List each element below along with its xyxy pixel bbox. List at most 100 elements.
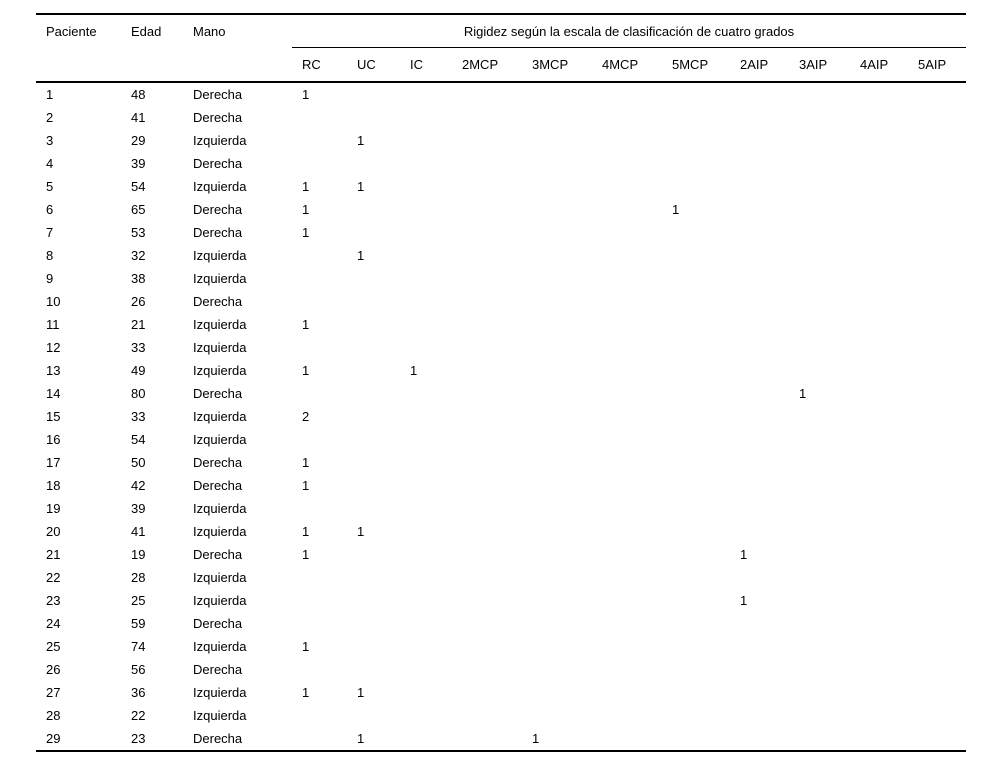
table-cell bbox=[452, 106, 522, 129]
table-cell bbox=[730, 566, 789, 589]
table-cell bbox=[522, 382, 592, 405]
table-cell bbox=[908, 405, 966, 428]
table-cell: 13 bbox=[46, 363, 61, 378]
table-cell bbox=[908, 106, 966, 129]
table-cell bbox=[789, 198, 850, 221]
table-cell bbox=[730, 704, 789, 727]
table-body: 1 48 Derecha 1 2 41 Derecha 3 29 Izquierda 1 4 39 Der… bbox=[36, 82, 966, 751]
table-cell: Derecha bbox=[193, 478, 243, 493]
table-cell: 21 bbox=[46, 547, 61, 562]
patients-rigidity-table: Paciente Edad Mano Rigidez según la esca… bbox=[36, 13, 967, 752]
table-cell bbox=[850, 566, 908, 589]
table-cell bbox=[850, 175, 908, 198]
table-cell: 33 bbox=[131, 409, 146, 424]
table-cell bbox=[592, 612, 662, 635]
table-cell bbox=[908, 175, 966, 198]
table-cell bbox=[789, 152, 850, 175]
table-cell bbox=[789, 428, 850, 451]
table-cell bbox=[789, 727, 850, 751]
table-cell: 27 bbox=[46, 685, 61, 700]
table-cell bbox=[452, 681, 522, 704]
table-cell bbox=[347, 635, 400, 658]
table-cell bbox=[850, 290, 908, 313]
table-cell bbox=[400, 405, 452, 428]
table-cell: 1 bbox=[532, 731, 540, 746]
table-cell: 65 bbox=[131, 202, 146, 217]
table-cell bbox=[400, 612, 452, 635]
table-cell bbox=[908, 658, 966, 681]
table-cell bbox=[522, 290, 592, 313]
table-cell bbox=[850, 635, 908, 658]
table-cell bbox=[789, 82, 850, 106]
table-cell bbox=[789, 290, 850, 313]
table-cell bbox=[789, 520, 850, 543]
table-cell bbox=[850, 313, 908, 336]
table-cell bbox=[522, 589, 592, 612]
table-cell: 1 bbox=[357, 248, 365, 263]
table-cell bbox=[400, 175, 452, 198]
table-cell: 42 bbox=[131, 478, 146, 493]
table-cell bbox=[662, 497, 730, 520]
table-cell bbox=[730, 198, 789, 221]
table-cell bbox=[850, 405, 908, 428]
table-cell bbox=[662, 129, 730, 152]
table-cell bbox=[347, 474, 400, 497]
table-cell bbox=[522, 267, 592, 290]
table-cell bbox=[730, 359, 789, 382]
table-cell: 54 bbox=[131, 432, 146, 447]
table-cell bbox=[908, 727, 966, 751]
table-cell: 26 bbox=[46, 662, 61, 677]
table-cell bbox=[908, 82, 966, 106]
table-cell: 24 bbox=[46, 616, 61, 631]
table-row: 13 49 Izquierda 1 1 bbox=[36, 359, 966, 382]
table-cell: 2 bbox=[302, 409, 310, 424]
table-cell bbox=[908, 359, 966, 382]
table-cell bbox=[789, 313, 850, 336]
table-cell bbox=[452, 405, 522, 428]
table-cell bbox=[592, 129, 662, 152]
table-cell: Izquierda bbox=[193, 524, 247, 539]
table-cell bbox=[789, 543, 850, 566]
table-cell bbox=[400, 152, 452, 175]
table-cell bbox=[908, 635, 966, 658]
table-cell bbox=[592, 359, 662, 382]
table-cell bbox=[730, 129, 789, 152]
table-cell bbox=[730, 428, 789, 451]
table-cell bbox=[789, 221, 850, 244]
table-cell bbox=[452, 704, 522, 727]
table-cell bbox=[522, 336, 592, 359]
table-cell bbox=[452, 566, 522, 589]
table-cell: 1 bbox=[357, 524, 365, 539]
table-cell: 10 bbox=[46, 294, 61, 309]
column-header-3aip: 3AIP bbox=[789, 47, 850, 83]
table-cell bbox=[452, 382, 522, 405]
table-cell bbox=[662, 704, 730, 727]
table-cell: 1 bbox=[410, 363, 418, 378]
table-cell: 33 bbox=[131, 340, 146, 355]
table-cell bbox=[592, 198, 662, 221]
table-cell bbox=[292, 428, 347, 451]
table-cell: 19 bbox=[131, 547, 146, 562]
table-cell bbox=[789, 244, 850, 267]
table-cell bbox=[592, 451, 662, 474]
table-cell: 5 bbox=[46, 179, 54, 194]
table-row: 17 50 Derecha 1 bbox=[36, 451, 966, 474]
table-row: 21 19 Derecha 1 1 bbox=[36, 543, 966, 566]
table-cell bbox=[850, 589, 908, 612]
table-cell bbox=[662, 428, 730, 451]
table-cell bbox=[292, 336, 347, 359]
table-cell bbox=[730, 152, 789, 175]
table-cell: 50 bbox=[131, 455, 146, 470]
table-row: 12 33 Izquierda bbox=[36, 336, 966, 359]
table-cell: 41 bbox=[131, 110, 146, 125]
column-header-2mcp: 2MCP bbox=[452, 47, 522, 83]
table-cell: Izquierda bbox=[193, 340, 247, 355]
table-cell bbox=[347, 359, 400, 382]
table-cell bbox=[347, 405, 400, 428]
table-cell bbox=[789, 359, 850, 382]
table-cell bbox=[522, 428, 592, 451]
column-header-rc: RC bbox=[292, 47, 347, 83]
table-cell: Derecha bbox=[193, 87, 243, 102]
table-cell: 74 bbox=[131, 639, 146, 654]
table-cell bbox=[908, 267, 966, 290]
